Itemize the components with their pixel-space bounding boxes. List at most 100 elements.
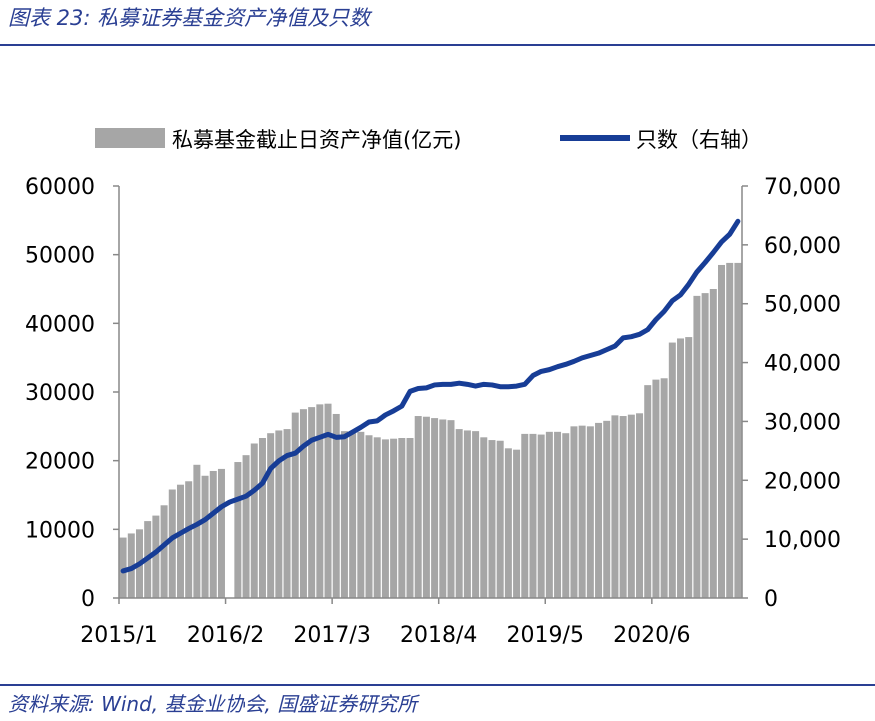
legend-bar-swatch: [95, 128, 165, 148]
bar: [414, 416, 422, 598]
count-line: [120, 218, 741, 574]
bar: [258, 438, 266, 598]
axis-ticks: 0 10000 20000 30000 40000 50000 60000 0 10,000 20…: [25, 175, 841, 648]
bar: [455, 429, 463, 598]
x-tick-label: 2019/5: [507, 623, 584, 648]
bar: [365, 435, 373, 598]
bar: [472, 431, 480, 598]
x-tick-label: 2018/4: [400, 623, 477, 648]
bar: [521, 433, 529, 598]
bar: [242, 455, 250, 598]
bar-series: [119, 262, 742, 598]
right-tick-label: 20,000: [764, 469, 841, 494]
bar: [726, 262, 734, 598]
source-note: 资料来源: Wind, 基金业协会, 国盛证券研究所: [8, 692, 418, 716]
bar: [504, 448, 512, 598]
bar: [652, 379, 660, 598]
bar: [168, 489, 176, 598]
x-tick-label: 2015/1: [80, 623, 157, 648]
x-tick-label: 2016/2: [187, 623, 264, 648]
bar: [324, 403, 332, 598]
bar: [439, 419, 447, 598]
bar: [709, 289, 717, 598]
left-tick-label: 40000: [25, 312, 95, 337]
bar: [390, 438, 398, 598]
bar: [529, 433, 537, 598]
bar: [685, 337, 693, 598]
bar: [431, 418, 439, 598]
right-tick-label: 70,000: [764, 175, 841, 200]
bar: [357, 431, 365, 598]
bar: [176, 484, 184, 598]
bar: [570, 426, 578, 598]
bar: [422, 416, 430, 598]
bar: [299, 409, 307, 598]
bar: [603, 420, 611, 598]
bar: [217, 468, 225, 598]
bar: [406, 438, 414, 598]
bar: [619, 416, 627, 598]
legend-label-bar: 私募基金截止日资产净值(亿元): [172, 128, 461, 152]
bar: [160, 505, 168, 598]
bar: [349, 433, 357, 598]
bar: [513, 449, 521, 598]
right-tick-label: 0: [764, 587, 778, 612]
bar: [660, 378, 668, 598]
bar: [701, 293, 709, 598]
bar: [185, 481, 193, 598]
bar: [693, 295, 701, 598]
right-tick-label: 10,000: [764, 528, 841, 553]
title-rule: [0, 44, 875, 46]
bar: [734, 262, 742, 598]
right-tick-label: 50,000: [764, 293, 841, 318]
bar: [644, 385, 652, 598]
bar: [250, 443, 258, 598]
legend-label-line: 只数（右轴）: [636, 128, 762, 152]
x-tick-label: 2017/3: [293, 623, 370, 648]
source-rule: [0, 684, 875, 686]
bar: [398, 438, 406, 598]
x-tick-label: 2020/6: [613, 623, 690, 648]
bar: [562, 433, 570, 598]
legend: 私募基金截止日资产净值(亿元) 只数（右轴）: [95, 128, 762, 152]
bar: [496, 440, 504, 598]
bar: [283, 429, 291, 598]
bar: [636, 413, 644, 598]
bar: [595, 422, 603, 598]
line-series: [120, 218, 741, 574]
right-tick-label: 40,000: [764, 352, 841, 377]
bar: [152, 515, 160, 598]
bar: [545, 431, 553, 598]
bar: [291, 412, 299, 598]
bar: [381, 439, 389, 598]
bar: [340, 431, 348, 598]
bar: [627, 414, 635, 598]
bar: [586, 426, 594, 598]
bar: [234, 462, 242, 598]
bar: [668, 342, 676, 598]
left-tick-label: 30000: [25, 381, 95, 406]
bar: [447, 420, 455, 598]
bar: [308, 407, 316, 598]
left-tick-label: 60000: [25, 175, 95, 200]
left-tick-label: 0: [81, 587, 95, 612]
bar: [373, 437, 381, 598]
bar: [267, 433, 275, 598]
bar: [201, 475, 209, 598]
left-tick-label: 50000: [25, 244, 95, 269]
bar: [316, 404, 324, 598]
bar: [488, 440, 496, 598]
bar: [275, 430, 283, 598]
right-tick-label: 60,000: [764, 234, 841, 259]
left-tick-label: 20000: [25, 450, 95, 475]
bar: [463, 430, 471, 598]
bar: [677, 338, 685, 598]
left-tick-label: 10000: [25, 518, 95, 543]
chart-svg: 私募基金截止日资产净值(亿元) 只数（右轴） 0 10000 20000 30000 4…: [25, 128, 841, 648]
bar: [332, 413, 340, 598]
bar: [209, 470, 217, 598]
bar: [480, 437, 488, 598]
bar: [554, 431, 562, 598]
right-tick-label: 30,000: [764, 410, 841, 435]
figure-title: 图表 23: 私募证券基金资产净值及只数: [8, 6, 371, 30]
